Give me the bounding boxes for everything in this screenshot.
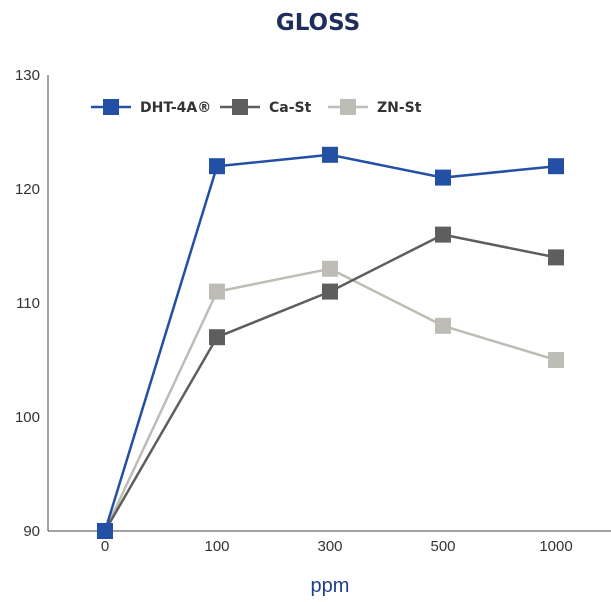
data-point-marker <box>322 146 338 163</box>
y-tick-label: 110 <box>16 295 40 312</box>
series-group <box>97 146 564 539</box>
y-tick-label: 100 <box>15 409 40 426</box>
legend-marker <box>232 99 248 115</box>
legend-label: Ca-St <box>269 100 312 116</box>
data-point-marker <box>322 260 338 277</box>
legend-marker <box>103 99 119 115</box>
data-point-marker <box>548 352 564 368</box>
series-line <box>103 233 557 532</box>
series-1 <box>97 226 564 539</box>
data-point-marker <box>435 169 451 186</box>
legend-label: DHT-4A® <box>140 100 211 116</box>
data-point-marker <box>322 283 338 300</box>
x-tick-label: 0 <box>101 538 109 555</box>
x-axis-title: ppm <box>311 575 350 597</box>
legend-item: ZN-St <box>328 99 422 116</box>
legend-item: DHT-4A® <box>91 99 211 116</box>
chart-title: GLOSS <box>276 10 360 36</box>
data-point-marker <box>209 283 225 300</box>
legend-label: ZN-St <box>377 100 422 116</box>
x-tick-label: 1000 <box>539 538 572 555</box>
data-point-marker <box>209 329 225 346</box>
y-tick-label: 90 <box>23 523 40 540</box>
legend: DHT-4A® Ca-St ZN-St <box>91 99 422 116</box>
series-line <box>103 153 557 532</box>
x-axis-ticks: 0 100 300 500 1000 <box>101 538 573 555</box>
data-point-marker <box>548 158 564 175</box>
data-point-marker <box>435 226 451 243</box>
x-tick-label: 500 <box>430 538 455 555</box>
y-tick-label: 120 <box>15 181 40 198</box>
series-2 <box>97 260 564 539</box>
x-tick-label: 300 <box>317 538 342 555</box>
data-point-marker <box>435 317 451 334</box>
y-tick-label: 130 <box>15 67 40 84</box>
series-0 <box>97 146 564 539</box>
y-axis-ticks: 90 100 110 120 130 <box>15 67 40 540</box>
legend-item: Ca-St <box>220 99 312 116</box>
data-point-marker <box>209 158 225 175</box>
data-point-marker <box>548 249 564 266</box>
x-tick-label: 100 <box>204 538 229 555</box>
legend-marker <box>340 99 356 115</box>
data-point-marker <box>97 523 113 539</box>
